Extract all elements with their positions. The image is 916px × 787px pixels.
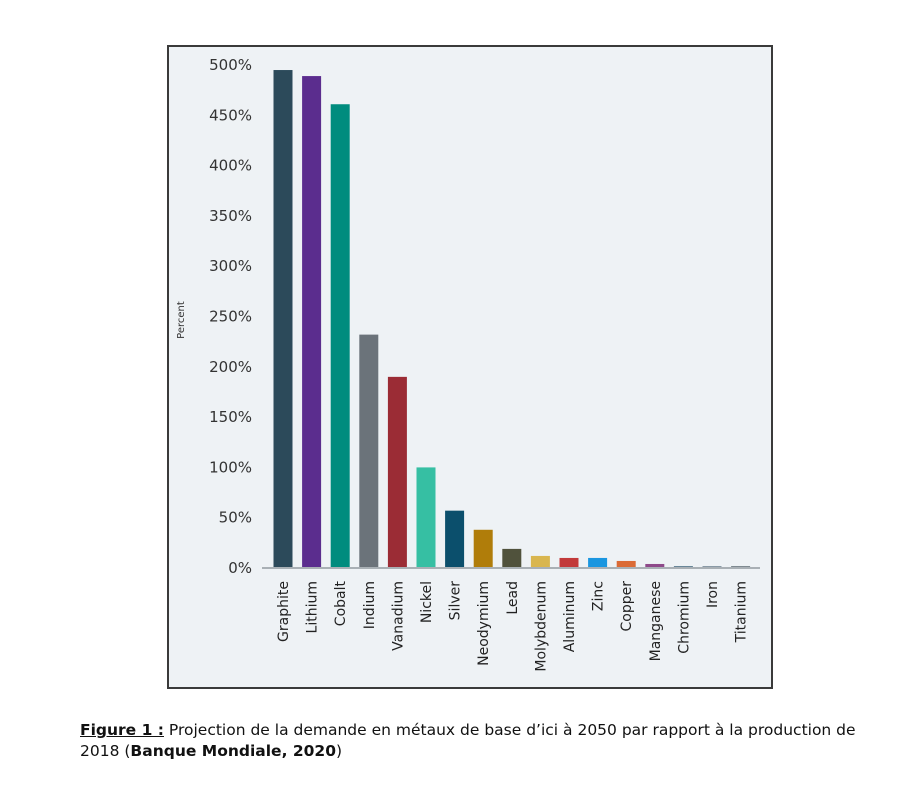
figure-label: Figure 1 : <box>80 721 164 739</box>
bar-copper <box>616 560 636 567</box>
bar-nickel <box>416 467 436 567</box>
y-tick-label: 100% <box>209 458 252 476</box>
bar-iron <box>702 565 722 568</box>
x-tick-label: Silver <box>448 581 464 621</box>
bar-manganese <box>645 563 665 567</box>
x-tick-label: Lithium <box>305 581 321 633</box>
x-tick-label: Molybdenum <box>533 581 549 672</box>
x-tick-label: Aluminum <box>562 581 578 652</box>
x-tick-label: Cobalt <box>333 580 349 626</box>
x-tick-label: Graphite <box>276 581 292 642</box>
x-tick-label: Titanium <box>734 581 750 643</box>
bar-chart: 0% 50% 100% 150% 200% 250% 300% 350% 400% 450% 500… <box>176 56 760 672</box>
bar-cobalt <box>330 104 350 568</box>
y-tick-label: 300% <box>209 257 252 275</box>
bar-lithium <box>302 76 322 568</box>
bar-molybdenum <box>530 555 550 567</box>
y-tick-label: 500% <box>209 56 252 74</box>
figure-caption: Figure 1 : Projection de la demande en m… <box>80 720 880 762</box>
bar-indium <box>359 334 379 567</box>
caption-close: ) <box>336 742 343 760</box>
x-tick-label: Vanadium <box>390 581 406 651</box>
bar-chromium <box>673 565 693 568</box>
x-tick-label: Iron <box>705 581 721 608</box>
chart-frame: 0% 50% 100% 150% 200% 250% 300% 350% 400% 450% 500… <box>167 45 773 689</box>
y-tick-label: 0% <box>228 559 252 577</box>
x-tick-label: Manganese <box>648 581 664 661</box>
caption-source: Banque Mondiale, 2020 <box>130 742 336 760</box>
x-tick-label: Zinc <box>591 581 607 611</box>
bar-silver <box>445 510 465 567</box>
x-tick-label: Nickel <box>419 581 435 623</box>
bar-neodymium <box>473 529 493 567</box>
y-tick-label: 350% <box>209 207 252 225</box>
bar-graphite <box>273 70 293 567</box>
x-tick-label: Neodymium <box>476 581 492 666</box>
bar-vanadium <box>387 376 407 567</box>
bar-titanium <box>731 565 751 568</box>
y-tick-label: 450% <box>209 106 252 124</box>
y-tick-label: 200% <box>209 358 252 376</box>
y-tick-label: 50% <box>219 509 252 527</box>
y-tick-label: 250% <box>209 308 252 326</box>
x-tick-label: Lead <box>505 581 521 615</box>
y-axis-label: Percent <box>176 301 187 339</box>
bar-zinc <box>588 557 608 567</box>
x-tick-label: Copper <box>619 581 635 632</box>
x-tick-label: Chromium <box>676 581 692 654</box>
bar-lead <box>502 548 522 567</box>
x-tick-label: Indium <box>362 581 378 629</box>
caption-text: Projection de la demande en métaux de ba… <box>80 721 856 760</box>
bar-aluminum <box>559 557 579 567</box>
y-tick-label: 150% <box>209 408 252 426</box>
y-tick-label: 400% <box>209 157 252 175</box>
